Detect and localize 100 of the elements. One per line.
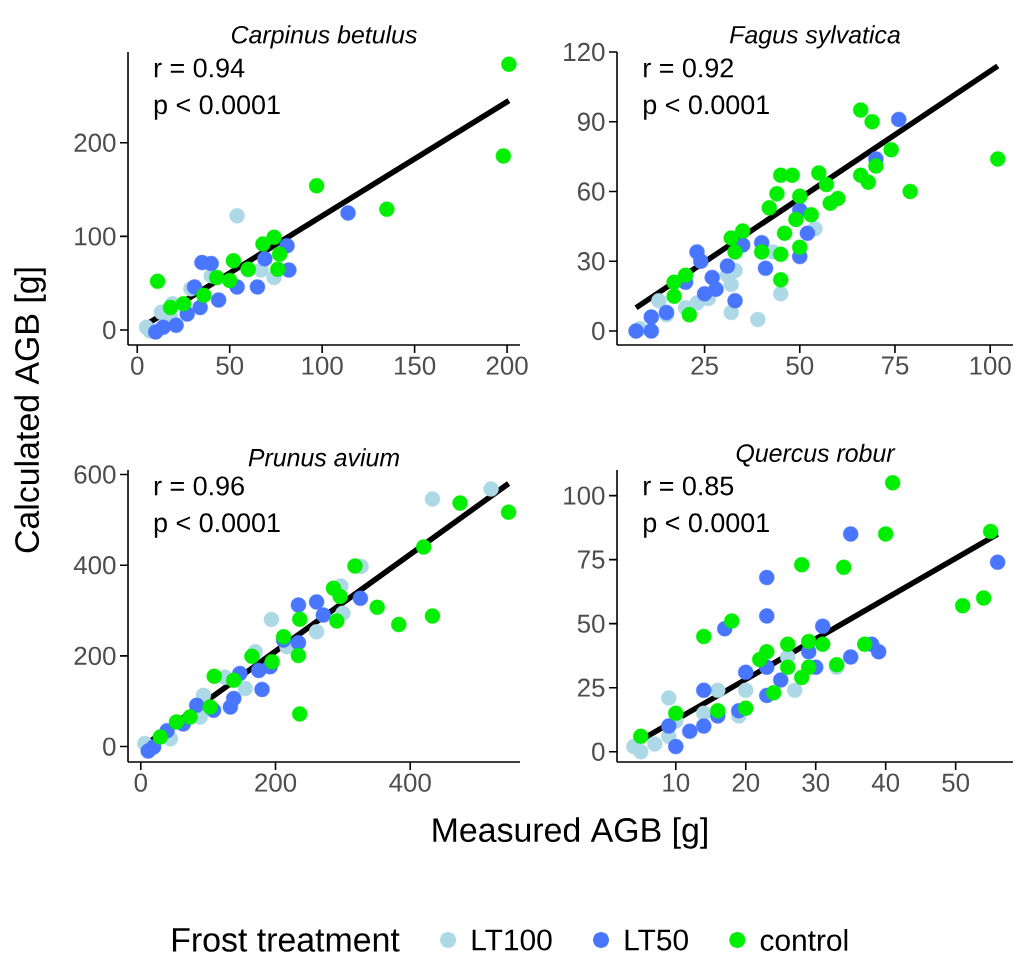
x-tick-label: 75: [881, 356, 909, 375]
point: [803, 207, 819, 223]
point: [853, 102, 869, 118]
point: [801, 633, 817, 650]
point: [643, 323, 659, 339]
legend-label: LT50: [625, 929, 688, 951]
point: [773, 272, 789, 288]
point: [776, 225, 793, 242]
x-tick-label: 200: [486, 356, 528, 375]
x-tick-label: 400: [389, 773, 431, 792]
point: [424, 608, 441, 624]
point: [792, 239, 808, 256]
annotation: p < 0.0001: [644, 95, 769, 120]
point: [192, 299, 208, 316]
point: [501, 56, 517, 72]
point: [168, 317, 184, 334]
point: [727, 244, 743, 260]
y-tick-label: 100: [564, 486, 605, 505]
legend-label: LT100: [472, 929, 552, 951]
point: [780, 659, 796, 675]
point: [842, 649, 859, 665]
point: [255, 236, 271, 252]
x-axis-title: Measured AGB [g]: [433, 817, 707, 849]
point: [483, 481, 499, 497]
point: [750, 311, 766, 328]
point: [209, 269, 225, 286]
x-tick-label: 50: [786, 356, 814, 375]
annotation: p < 0.0001: [154, 513, 280, 538]
point: [149, 273, 166, 290]
point: [668, 738, 684, 755]
point: [290, 647, 307, 664]
x-tick-label: 100: [302, 356, 343, 375]
point: [696, 718, 712, 734]
y-tick-label: 25: [577, 678, 605, 697]
point: [263, 611, 280, 628]
point: [836, 559, 852, 576]
point: [379, 201, 395, 217]
annotation: r = 0.94: [154, 58, 245, 78]
point: [249, 279, 266, 295]
x-tick-label: 150: [394, 356, 436, 375]
point: [759, 608, 775, 624]
y-tick-label: 120: [564, 42, 605, 62]
point: [815, 636, 831, 652]
point: [651, 293, 667, 309]
point: [226, 690, 242, 707]
point: [877, 526, 894, 542]
point: [257, 251, 273, 267]
point: [738, 682, 754, 698]
point: [225, 253, 242, 269]
x-tick-label: 25: [691, 356, 718, 375]
point: [308, 594, 325, 610]
annotation: r = 0.96: [154, 476, 244, 496]
y-tick-label: 200: [74, 133, 116, 152]
point: [155, 319, 171, 335]
point: [990, 151, 1006, 167]
point: [196, 287, 212, 304]
legend-title: Frost treatment: [172, 928, 400, 952]
point: [254, 681, 270, 698]
point: [229, 208, 245, 224]
point: [773, 672, 789, 688]
point: [271, 246, 288, 262]
point: [290, 597, 307, 613]
annotation: p < 0.0001: [644, 513, 769, 538]
point: [723, 230, 739, 246]
x-tick-label: 50: [216, 356, 244, 375]
point: [975, 590, 992, 606]
annotation: r = 0.92: [644, 58, 733, 78]
annotation: r = 0.85: [644, 476, 734, 496]
point: [752, 651, 768, 668]
y-tick-label: 50: [577, 614, 605, 633]
point: [500, 504, 517, 520]
point: [794, 557, 810, 573]
point: [759, 569, 775, 586]
point: [210, 292, 227, 308]
point: [766, 685, 782, 701]
y-tick-label: 0: [103, 320, 116, 340]
point: [773, 286, 789, 302]
point: [815, 618, 831, 634]
point: [788, 211, 804, 228]
point: [308, 624, 325, 640]
point: [738, 700, 754, 716]
point: [647, 736, 663, 752]
point: [292, 706, 308, 722]
point: [206, 668, 222, 684]
y-tick-label: 200: [74, 646, 116, 666]
point: [668, 705, 684, 722]
point: [452, 495, 468, 511]
point: [787, 682, 803, 698]
point: [222, 272, 238, 289]
point: [818, 176, 835, 193]
point: [347, 558, 363, 574]
point: [495, 148, 512, 164]
point: [870, 644, 887, 660]
point: [270, 261, 286, 277]
chart-title: Carpinus betulus: [231, 25, 417, 49]
point: [727, 293, 743, 309]
point: [186, 279, 203, 295]
point: [719, 258, 736, 274]
point: [773, 246, 789, 262]
y-tick-label: 90: [577, 112, 605, 131]
